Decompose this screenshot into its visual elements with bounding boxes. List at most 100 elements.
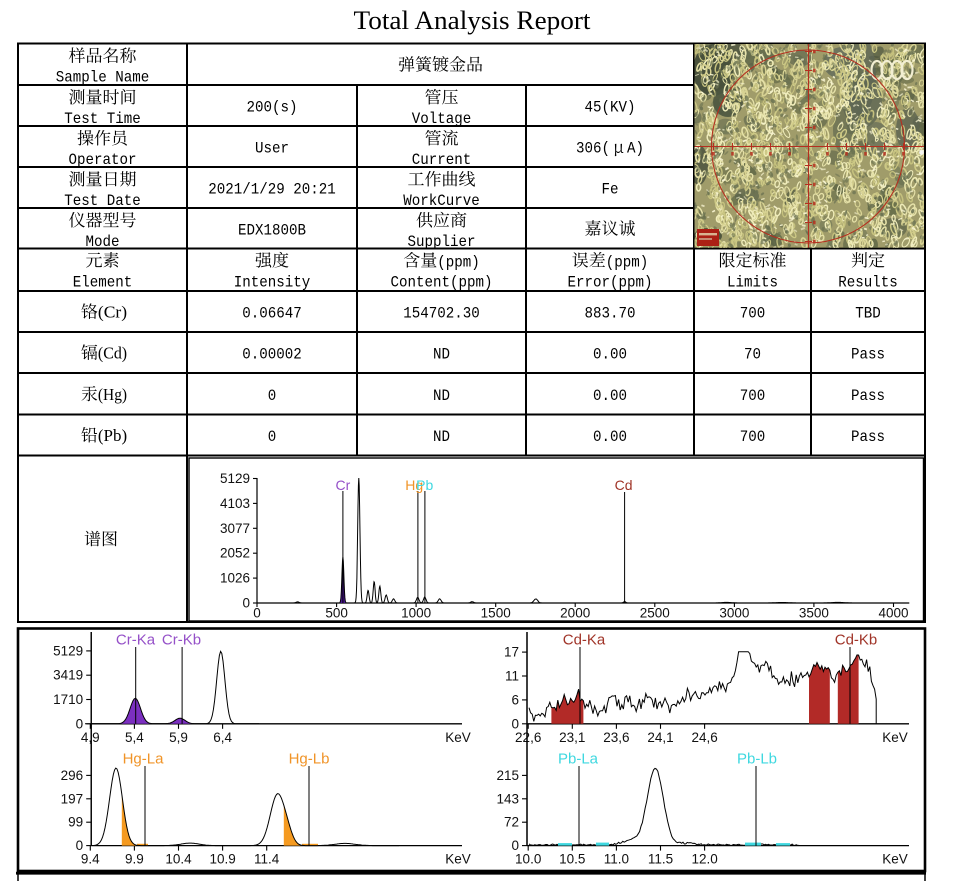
- svg-text:Pb: Pb: [416, 477, 433, 493]
- svg-text:12.0: 12.0: [691, 852, 717, 867]
- svg-text:11.0: 11.0: [604, 852, 629, 867]
- svg-text:2500: 2500: [640, 606, 670, 621]
- svg-text:0: 0: [253, 606, 261, 621]
- svg-text:Cr-Ka: Cr-Ka: [116, 632, 156, 649]
- svg-text:Hg-La: Hg-La: [123, 751, 165, 768]
- svg-text:2021/1/29 20:21: 2021/1/29 20:21: [208, 181, 336, 199]
- svg-text:Results: Results: [838, 274, 898, 292]
- svg-text:3500: 3500: [799, 606, 829, 621]
- svg-text:296: 296: [61, 768, 84, 783]
- svg-text:0: 0: [511, 716, 519, 731]
- svg-text:10.5: 10.5: [559, 852, 585, 867]
- svg-text:Test Time: Test Time: [64, 110, 141, 128]
- svg-text:154702.30: 154702.30: [403, 305, 480, 323]
- svg-text:Error(ppm): Error(ppm): [568, 274, 653, 292]
- svg-text:215: 215: [496, 768, 519, 783]
- svg-text:0: 0: [76, 716, 84, 731]
- svg-text:197: 197: [61, 791, 84, 806]
- svg-text:0: 0: [76, 838, 84, 853]
- svg-text:9.9: 9.9: [125, 852, 144, 867]
- svg-text:Limits: Limits: [727, 274, 778, 292]
- svg-text:Pass: Pass: [851, 346, 885, 364]
- svg-text:Test Date: Test Date: [64, 192, 141, 210]
- svg-text:0.00: 0.00: [593, 346, 627, 364]
- svg-text:Pb-Lb: Pb-Lb: [737, 751, 777, 768]
- svg-text:0: 0: [242, 596, 250, 611]
- svg-text:ND: ND: [433, 387, 450, 405]
- svg-text:6: 6: [511, 692, 519, 707]
- svg-text:Cr-Kb: Cr-Kb: [162, 632, 201, 649]
- svg-text:Supplier: Supplier: [408, 233, 476, 251]
- svg-text:4,9: 4,9: [81, 730, 100, 745]
- svg-text:883.70: 883.70: [585, 305, 636, 323]
- svg-text:ND: ND: [433, 346, 450, 364]
- svg-text:10.0: 10.0: [515, 852, 541, 867]
- svg-text:Content(ppm): Content(ppm): [391, 274, 493, 292]
- svg-text:0.00: 0.00: [593, 428, 627, 446]
- svg-text:Intensity: Intensity: [234, 274, 311, 292]
- svg-text:700: 700: [740, 387, 766, 405]
- svg-text:(Hg): (Hg): [98, 385, 127, 404]
- svg-text:3419: 3419: [53, 668, 83, 683]
- svg-text:22,6: 22,6: [515, 730, 541, 745]
- svg-text:11: 11: [505, 669, 519, 684]
- svg-text:KeV: KeV: [445, 852, 471, 867]
- svg-text:(Cr): (Cr): [98, 303, 127, 322]
- svg-text:700: 700: [740, 305, 766, 323]
- svg-text:6,4: 6,4: [213, 730, 232, 745]
- svg-text:23,1: 23,1: [559, 730, 585, 745]
- svg-text:Pass: Pass: [851, 387, 885, 405]
- svg-text:Cr: Cr: [336, 477, 351, 493]
- svg-text:200(s): 200(s): [247, 99, 298, 117]
- svg-text:11.5: 11.5: [648, 852, 673, 867]
- svg-text:70: 70: [744, 346, 761, 364]
- svg-text:9.4: 9.4: [81, 852, 100, 867]
- svg-text:0.00002: 0.00002: [242, 346, 302, 364]
- svg-text:Total Analysis Report: Total Analysis Report: [354, 6, 592, 35]
- svg-text:24,1: 24,1: [647, 730, 673, 745]
- svg-text:KeV: KeV: [445, 730, 471, 745]
- svg-text:Pass: Pass: [851, 428, 885, 446]
- svg-text:KeV: KeV: [882, 730, 908, 745]
- svg-text:500: 500: [325, 606, 348, 621]
- svg-text:Hg-Lb: Hg-Lb: [289, 751, 330, 768]
- svg-text:Cd-Kb: Cd-Kb: [835, 632, 878, 649]
- svg-text:45(KV): 45(KV): [585, 99, 636, 117]
- svg-text:(Pb): (Pb): [98, 426, 127, 445]
- svg-text:0: 0: [511, 838, 519, 853]
- svg-text:(ppm): (ppm): [437, 253, 480, 271]
- svg-text:1026: 1026: [220, 571, 250, 586]
- svg-text:99: 99: [68, 815, 83, 830]
- svg-text:306(: 306(: [576, 140, 610, 158]
- svg-text:Operator: Operator: [69, 151, 137, 169]
- svg-text:0.00: 0.00: [593, 387, 627, 405]
- svg-text:0: 0: [268, 387, 277, 405]
- svg-text:Hg: Hg: [405, 477, 423, 493]
- svg-text:(Cd): (Cd): [98, 344, 127, 363]
- svg-text:5129: 5129: [53, 643, 83, 658]
- svg-text:User: User: [255, 140, 289, 158]
- svg-text:24,6: 24,6: [691, 730, 717, 745]
- svg-text:A): A): [627, 140, 644, 158]
- svg-text:Current: Current: [412, 151, 472, 169]
- svg-text:4000: 4000: [878, 606, 908, 621]
- svg-text:11.4: 11.4: [254, 852, 280, 867]
- svg-text:4103: 4103: [220, 496, 250, 511]
- svg-text:TBD: TBD: [855, 305, 881, 323]
- svg-text:Cd: Cd: [615, 477, 633, 493]
- svg-text:0: 0: [268, 428, 277, 446]
- svg-text:KeV: KeV: [882, 852, 908, 867]
- svg-text:WorkCurve: WorkCurve: [403, 192, 480, 210]
- svg-text:5,4: 5,4: [125, 730, 144, 745]
- svg-text:3000: 3000: [719, 606, 749, 621]
- svg-text:23,6: 23,6: [603, 730, 629, 745]
- svg-text:2000: 2000: [560, 606, 590, 621]
- svg-text:1500: 1500: [481, 606, 511, 621]
- svg-text:Sample Name: Sample Name: [56, 68, 150, 86]
- svg-text:ND: ND: [433, 428, 450, 446]
- svg-text:Element: Element: [73, 274, 133, 292]
- svg-text:EDX1800B: EDX1800B: [238, 221, 306, 239]
- svg-text:(ppm): (ppm): [606, 253, 649, 271]
- svg-text:72: 72: [504, 815, 519, 830]
- svg-text:1000: 1000: [401, 606, 431, 621]
